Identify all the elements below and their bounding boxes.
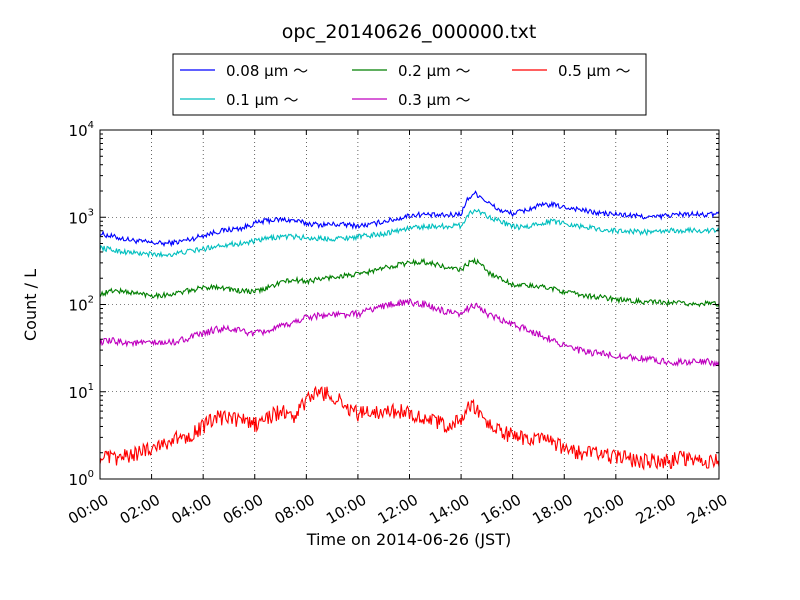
x-tick-label: 14:00 — [426, 491, 472, 528]
y-axis-label: Count / L — [21, 269, 40, 341]
legend-label: 0.2 μm ～ — [398, 62, 471, 80]
x-tick-label: 12:00 — [375, 491, 421, 528]
series-line — [99, 256, 720, 308]
legend-label: 0.5 μm ～ — [558, 62, 631, 80]
y-tick-label: 102 — [69, 295, 94, 315]
legend: 0.08 μm ～ 0.1 μm ～ 0.2 μm ～ 0.3 μm ～ 0.5 μm … — [172, 53, 647, 116]
y-tick-label: 100 — [69, 469, 94, 489]
x-tick-label: 06:00 — [220, 491, 266, 528]
x-tick-labels: 00:00 02:00 04:00 06:00 08:00 10:00 12:00 14:00… — [65, 491, 730, 528]
legend-frame — [172, 53, 647, 116]
x-tick-label: 08:00 — [271, 491, 317, 528]
series-line — [99, 385, 720, 471]
series-layer — [99, 190, 720, 471]
series-line — [99, 208, 720, 259]
series-line — [99, 190, 720, 248]
y-tick-label: 104 — [69, 120, 94, 140]
x-tick-label: 00:00 — [65, 491, 111, 528]
grid — [100, 130, 719, 479]
x-tick-label: 16:00 — [478, 491, 524, 528]
x-tick-label: 24:00 — [684, 491, 730, 528]
y-tick-label: 101 — [69, 382, 94, 402]
series-line — [99, 298, 720, 368]
x-tick-label: 02:00 — [117, 491, 163, 528]
x-tick-label: 22:00 — [633, 491, 679, 528]
x-tick-label: 18:00 — [529, 491, 575, 528]
y-tick-labels: 100 101 102 103 104 — [69, 120, 94, 489]
chart-title: opc_20140626_000000.txt — [282, 21, 537, 43]
x-tick-label: 10:00 — [323, 491, 369, 528]
legend-label: 0.08 μm ～ — [226, 62, 308, 80]
ticks — [99, 129, 720, 480]
legend-label: 0.3 μm ～ — [398, 91, 471, 109]
x-tick-label: 20:00 — [581, 491, 627, 528]
legend-label: 0.1 μm ～ — [226, 91, 299, 109]
x-axis-label: Time on 2014-06-26 (JST) — [306, 530, 511, 549]
y-tick-label: 103 — [69, 207, 94, 227]
x-tick-label: 04:00 — [168, 491, 214, 528]
